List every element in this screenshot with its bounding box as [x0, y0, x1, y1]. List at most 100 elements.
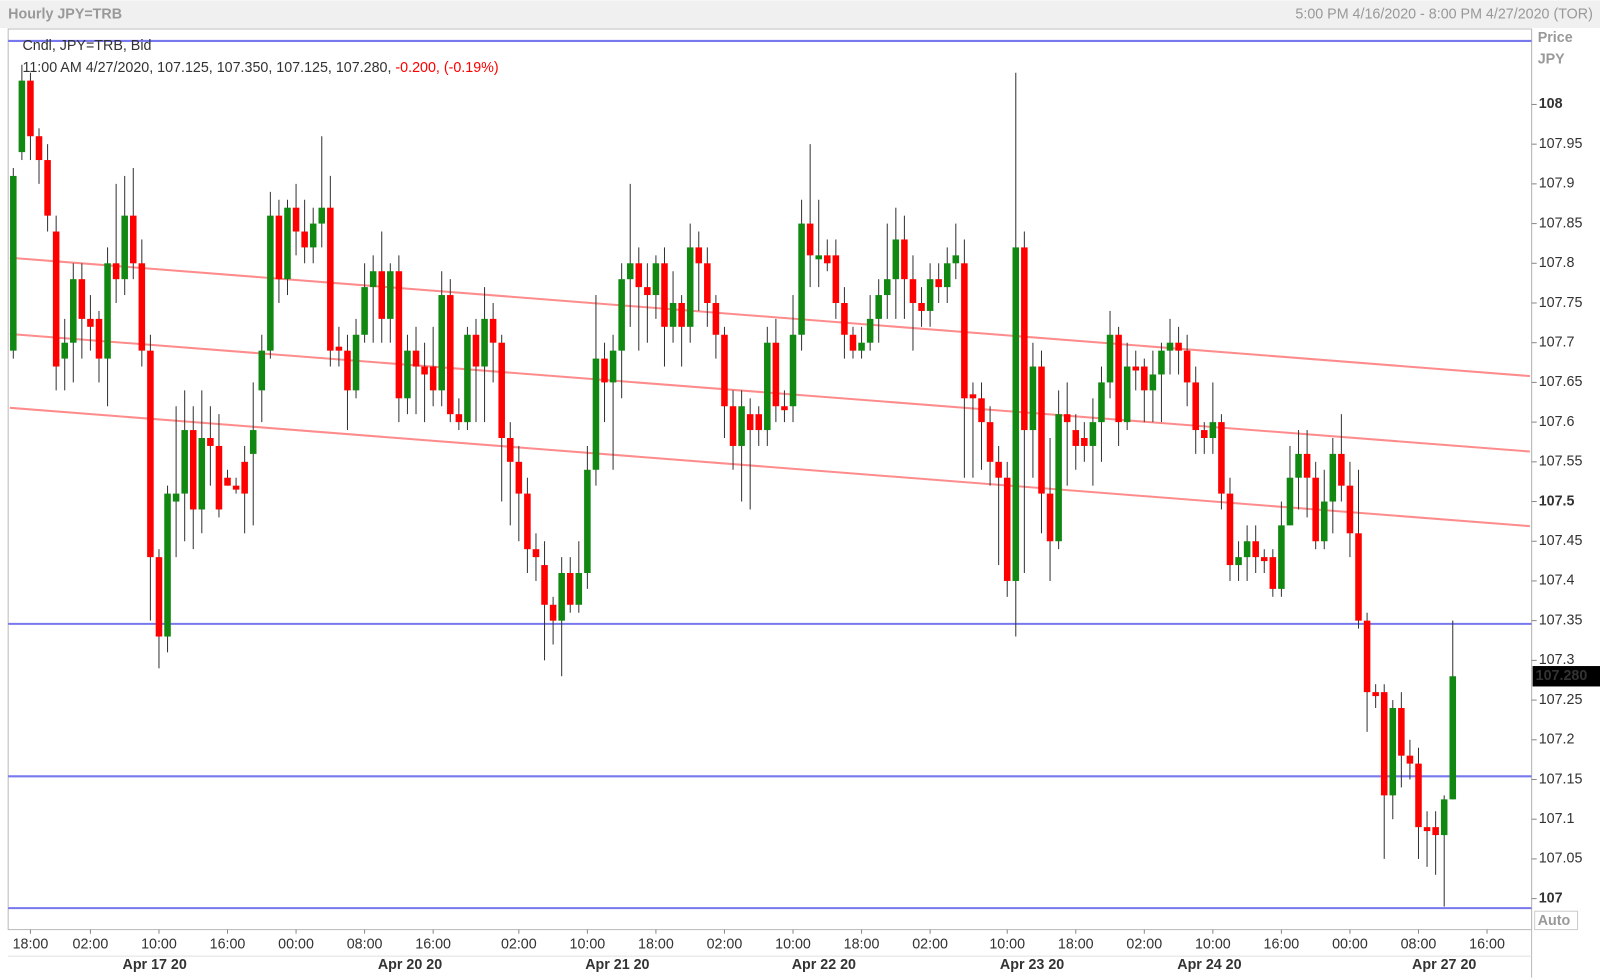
y-tick-label: 107.55	[1539, 454, 1583, 470]
candle-body	[1355, 533, 1362, 621]
candle-body	[558, 573, 565, 621]
candle-body	[943, 263, 951, 288]
candle-body	[52, 231, 60, 367]
candle-body	[541, 565, 548, 605]
candle-body	[883, 279, 891, 296]
candle-body	[575, 573, 583, 605]
y-tick-label: 107.35	[1539, 612, 1583, 628]
x-date-label: Apr 22 20	[792, 957, 856, 973]
candle-body	[455, 414, 463, 423]
x-tick-label: 00:00	[278, 937, 314, 953]
candle-body	[978, 398, 985, 423]
y-tick-label: 107.8	[1539, 255, 1575, 271]
candle-body	[626, 263, 634, 280]
candle-body	[44, 160, 51, 216]
x-date-label: Apr 21 20	[585, 957, 649, 973]
candle-body	[1389, 708, 1397, 796]
last-price-tag	[1532, 666, 1600, 687]
scale-mode-box[interactable]	[1534, 910, 1579, 931]
candle-body	[1158, 350, 1165, 375]
candle-body	[224, 477, 231, 486]
candle-body	[464, 334, 471, 423]
candle-body	[961, 263, 968, 399]
candle-body	[498, 342, 505, 439]
candle-body	[292, 207, 300, 232]
candle-body	[566, 573, 574, 605]
y-tick-label: 107.15	[1539, 771, 1583, 787]
candle-body	[249, 430, 257, 454]
candle-body	[832, 255, 840, 303]
candle-body	[189, 430, 197, 510]
x-tick-label: 18:00	[1058, 937, 1094, 953]
candle-body	[1415, 763, 1422, 828]
candle-body	[344, 350, 351, 391]
candle-body	[584, 469, 591, 574]
candle-body	[1003, 477, 1011, 581]
candle-body	[815, 255, 822, 260]
candle-body	[1141, 366, 1148, 391]
candle-body	[138, 263, 146, 351]
candle-body	[258, 350, 266, 391]
candle-body	[378, 271, 386, 319]
candle-body	[241, 461, 248, 494]
candle-body	[438, 295, 445, 391]
x-tick-label: 16:00	[1469, 937, 1505, 953]
y-tick-label: 107.85	[1539, 215, 1583, 231]
candle-body	[284, 207, 291, 280]
candle-body	[875, 295, 882, 319]
x-tick-label: 10:00	[1195, 937, 1231, 953]
y-tick-label: 107.45	[1539, 533, 1583, 549]
candle-body	[412, 350, 420, 367]
candle-body	[755, 414, 763, 431]
scale-mode[interactable]: Auto	[1538, 913, 1571, 929]
chart-title: Hourly JPY=TRB	[8, 6, 122, 22]
x-tick-label: 08:00	[1401, 937, 1437, 953]
trend-line	[9, 256, 1530, 378]
candle-body	[198, 438, 206, 510]
candle-body	[395, 271, 403, 399]
candle-body	[361, 287, 368, 335]
y-tick-label: 107.1	[1539, 811, 1575, 827]
candle-body	[686, 247, 694, 327]
candle-body	[1149, 374, 1157, 391]
candle-body	[27, 80, 34, 137]
candle-body	[738, 406, 745, 446]
candle-body	[1106, 334, 1114, 383]
x-tick-label: 18:00	[844, 937, 880, 953]
x-date-label: Apr 17 20	[123, 957, 187, 973]
candle-body	[935, 279, 942, 288]
candle-body	[104, 263, 111, 359]
candle-body	[318, 207, 326, 224]
candle-body	[892, 239, 900, 280]
range-label: 5:00 PM 4/16/2020 - 8:00 PM 4/27/2020 (T…	[1295, 6, 1592, 22]
candle-body	[121, 215, 128, 280]
y-tick-label: 107.7	[1539, 334, 1575, 350]
candle-body	[207, 438, 214, 446]
y-tick-label: 107.05	[1539, 851, 1583, 867]
candle-body	[515, 461, 523, 494]
candle-body	[172, 493, 180, 502]
candle-body	[721, 334, 728, 407]
candle-body	[1346, 485, 1354, 534]
candle-body	[70, 279, 77, 343]
last-price-label: 107.280	[1536, 668, 1588, 684]
candle-body	[789, 334, 797, 407]
candle-body	[1132, 366, 1140, 371]
candle-body	[1089, 422, 1097, 446]
candle-body	[1123, 366, 1131, 423]
info-change: -0.200, (-0.19%)	[395, 60, 498, 76]
candle-body	[746, 414, 754, 431]
candle-body	[1072, 430, 1080, 446]
x-date-label: Apr 27 20	[1412, 957, 1476, 973]
candle-body	[1209, 422, 1217, 439]
candle-body	[489, 318, 497, 343]
y-tick-label: 107	[1539, 890, 1563, 906]
candle-body	[1406, 755, 1414, 764]
x-tick-label: 02:00	[707, 937, 743, 953]
candle-body	[1286, 477, 1294, 526]
candle-body	[1012, 247, 1020, 581]
candle-body	[669, 302, 677, 327]
x-date-label: Apr 20 20	[378, 957, 442, 973]
